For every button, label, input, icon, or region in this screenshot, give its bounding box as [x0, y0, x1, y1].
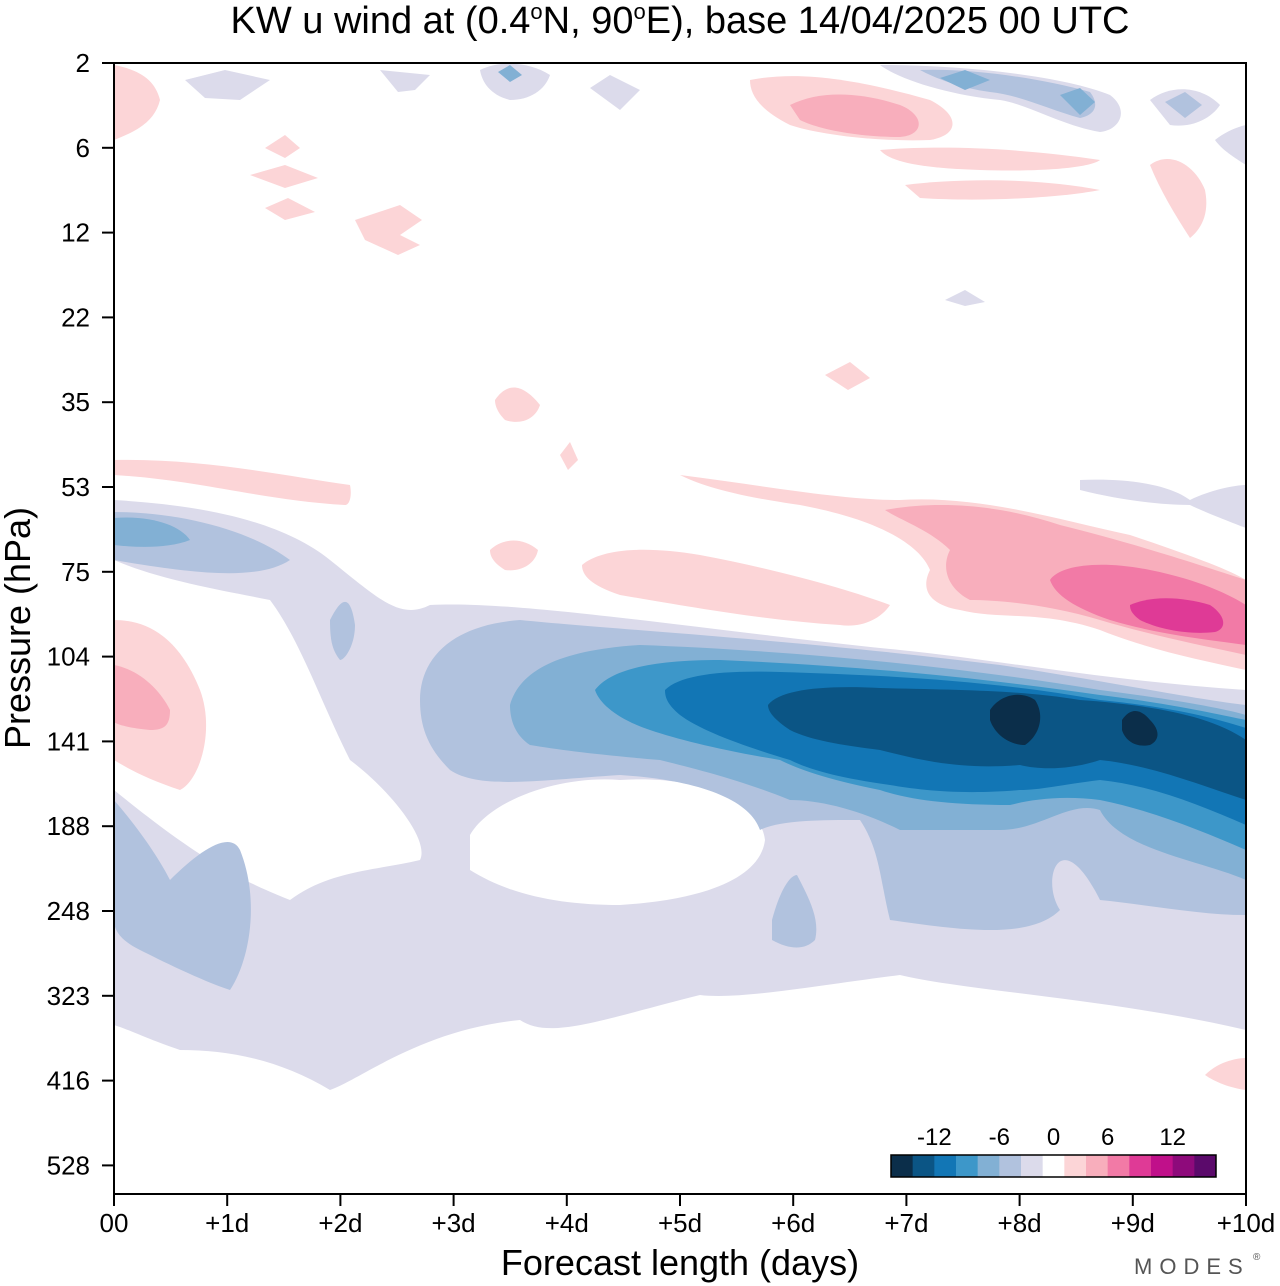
x-tick-label: +6d: [771, 1208, 815, 1238]
contour-neg-top-3b: [1165, 92, 1202, 118]
x-axis-label: Forecast length (days): [501, 1242, 859, 1283]
y-tick-label: 12: [61, 218, 90, 248]
y-tick-label: 6: [76, 133, 90, 163]
y-tick-label: 104: [47, 642, 90, 672]
y-tick-label: 2: [76, 48, 90, 78]
colorbar-swatch: [934, 1155, 957, 1177]
colorbar-swatch: [1151, 1155, 1174, 1177]
contour-neg-top-4: [1215, 125, 1246, 165]
contour-pos-small-2: [250, 165, 318, 188]
colorbar-swatch: [1194, 1155, 1217, 1177]
y-tick-label: 141: [47, 726, 90, 756]
y-tick-label: 416: [47, 1066, 90, 1096]
y-axis-label: Pressure (hPa): [0, 507, 38, 749]
wind-field: [114, 63, 1246, 1090]
contour-pos-small-9: [1205, 1058, 1246, 1090]
colorbar-swatch: [1172, 1155, 1195, 1177]
chart-title: KW u wind at (0.4oN, 90oE), base 14/04/2…: [231, 0, 1130, 42]
contour-pos-small-4: [355, 205, 422, 255]
contour-neg-grey-sliver: [330, 601, 355, 660]
colorbar: -12 -6 0 6 12: [890, 1124, 1217, 1178]
colorbar-swatch: [956, 1155, 979, 1177]
colorbar-tick-label: 6: [1101, 1124, 1114, 1151]
contour-neg-top-1b: [498, 65, 522, 82]
contour-pos-left-53: [114, 459, 351, 505]
contour-pos-small-5: [495, 387, 540, 422]
x-tick-label: 00: [100, 1208, 129, 1238]
y-tick-label: 22: [61, 302, 90, 332]
contour-pos-small-7: [490, 540, 538, 571]
y-axis: 2 6 12 22 35 53 75 104 141 188 248 323 416 528: [47, 48, 114, 1180]
colorbar-swatch: [1042, 1155, 1065, 1177]
contour-neg-grey-low: [114, 800, 251, 990]
y-tick-label: 188: [47, 811, 90, 841]
contour-neg-top-2: [880, 65, 1121, 132]
colorbar-swatch: [999, 1155, 1022, 1177]
colorbar-swatch: [912, 1155, 935, 1177]
colorbar-frame: [890, 1154, 1217, 1178]
x-tick-label: +8d: [998, 1208, 1042, 1238]
contour-neg-darkest-1: [990, 694, 1041, 745]
x-axis: 00 +1d +2d +3d +4d +5d +6d +7d +8d +9d +10d: [100, 1194, 1276, 1238]
contour-pos-top-e: [114, 65, 160, 140]
registered-mark: ®: [1253, 1252, 1261, 1263]
y-tick-label: 53: [61, 472, 90, 502]
y-tick-label: 35: [61, 387, 90, 417]
colorbar-swatch: [1107, 1155, 1130, 1177]
colorbar-tick-label: 12: [1159, 1124, 1186, 1151]
contour-pos-small-1: [265, 135, 300, 158]
contour-pos-top-b: [790, 94, 919, 137]
x-tick-label: +2d: [318, 1208, 362, 1238]
x-tick-label: +7d: [884, 1208, 928, 1238]
colorbar-tick-label: 0: [1047, 1124, 1060, 1151]
contour-neg-top-7: [590, 75, 640, 110]
contour-pos-top-c: [880, 147, 1100, 171]
contour-neg-grey-small: [772, 875, 817, 948]
contour-neg-top-1: [480, 63, 550, 100]
contour-pos-top-d: [905, 180, 1100, 200]
contour-neg-mid-1: [1080, 479, 1246, 528]
colorbar-swatch: [1064, 1155, 1087, 1177]
contour-pos-small-3: [265, 198, 315, 220]
x-tick-label: +9d: [1111, 1208, 1155, 1238]
contour-neg-top-2d: [1060, 88, 1095, 115]
colorbar-swatch: [1086, 1155, 1109, 1177]
x-tick-label: +3d: [432, 1208, 476, 1238]
colorbar-tick-label: -6: [989, 1124, 1010, 1151]
colorbar-swatch: [977, 1155, 1000, 1177]
contour-neg-top-5: [185, 70, 270, 100]
contour-pos-small-8: [560, 442, 578, 470]
contour-neg-darkest-2: [1122, 711, 1158, 746]
contour-neg-mid-2: [945, 290, 985, 306]
colorbar-tick-label: -12: [917, 1124, 952, 1151]
x-tick-label: +10d: [1217, 1208, 1276, 1238]
colorbar-swatch: [1021, 1155, 1044, 1177]
contour-neg-top-6: [380, 70, 430, 92]
contour-neg-top-2c: [940, 70, 990, 90]
y-tick-label: 248: [47, 896, 90, 926]
x-tick-label: +4d: [545, 1208, 589, 1238]
contour-pos-small-6: [825, 362, 870, 390]
contour-zero-hole: [470, 779, 765, 905]
x-tick-label: +1d: [205, 1208, 249, 1238]
colorbar-swatch: [891, 1155, 914, 1177]
modes-logo: MODES: [1134, 1254, 1250, 1279]
contour-neg-mid-left: [114, 517, 190, 547]
contour-pos-top-f: [1150, 159, 1207, 238]
colorbar-swatch: [1129, 1155, 1152, 1177]
x-tick-label: +5d: [658, 1208, 702, 1238]
y-tick-label: 323: [47, 981, 90, 1011]
y-tick-label: 75: [61, 557, 90, 587]
contour-zero-left: [114, 560, 422, 900]
contour-pos-left-141b: [114, 665, 170, 730]
contour-pos-magenta: [1130, 598, 1224, 633]
y-tick-label: 528: [47, 1150, 90, 1180]
contour-pos-light-b: [582, 549, 890, 626]
